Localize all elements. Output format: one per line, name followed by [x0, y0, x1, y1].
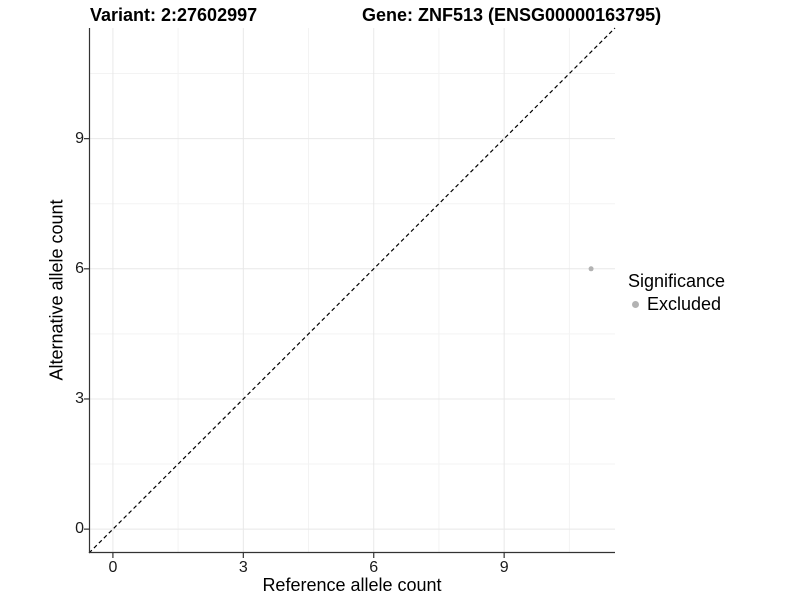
y-tick-label: 0 [75, 520, 84, 538]
legend-title: Significance [628, 271, 726, 291]
legend-key-dot [632, 300, 639, 308]
identity-line [88, 27, 616, 554]
x-tick-label: 0 [108, 559, 118, 576]
y-tick-label: 3 [75, 389, 84, 407]
plot-title-gene: Gene: ZNF513 (ENSG00000163795) [362, 5, 662, 25]
x-tick-label: 6 [369, 559, 379, 576]
y-axis-title: Alternative allele count [46, 199, 67, 381]
plot-title-variant: Variant: 2:27602997 [90, 5, 258, 25]
y-tick-label: 9 [75, 129, 84, 147]
legend-item-label: Excluded [647, 294, 722, 314]
data-point [588, 266, 594, 272]
x-tick-label: 3 [238, 559, 248, 576]
x-axis-title: Reference allele count [262, 575, 442, 595]
plot-panel [84, 27, 616, 558]
legend-item: Excluded [628, 294, 725, 314]
y-tick-label: 6 [75, 259, 84, 277]
legend: Significance Excluded [628, 271, 725, 314]
x-tick-label: 9 [499, 559, 509, 576]
